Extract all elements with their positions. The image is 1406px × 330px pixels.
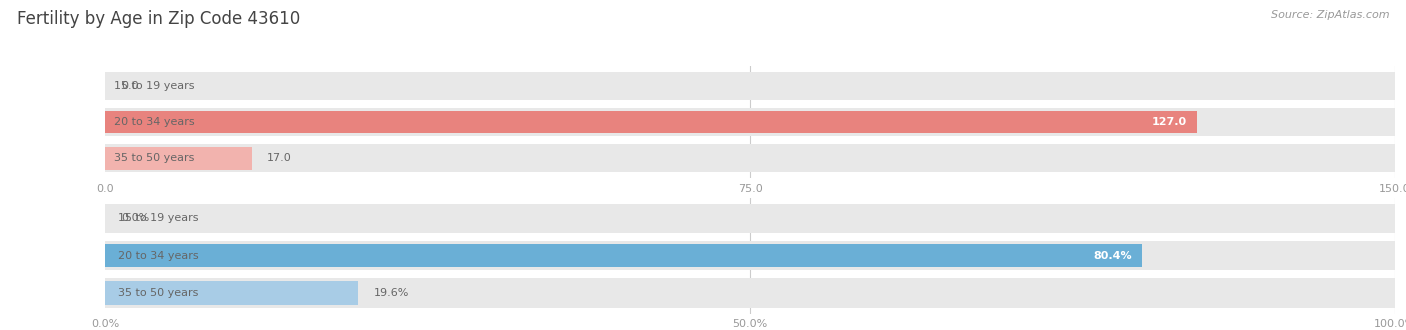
Bar [105, 144, 1395, 172]
Text: 127.0: 127.0 [1152, 117, 1187, 127]
Bar [105, 147, 252, 170]
Text: 20 to 34 years: 20 to 34 years [114, 117, 194, 127]
Text: 17.0: 17.0 [267, 153, 292, 163]
Text: 35 to 50 years: 35 to 50 years [118, 288, 198, 298]
Bar [105, 279, 1395, 308]
Text: 0.0%: 0.0% [121, 214, 149, 223]
Bar [105, 108, 1395, 136]
Text: 35 to 50 years: 35 to 50 years [114, 153, 194, 163]
Text: 20 to 34 years: 20 to 34 years [118, 251, 200, 261]
Text: 0.0: 0.0 [121, 81, 139, 91]
Bar [105, 244, 1142, 267]
Bar [105, 204, 1395, 233]
Text: 19.6%: 19.6% [374, 288, 409, 298]
Text: 15 to 19 years: 15 to 19 years [118, 214, 198, 223]
Text: 80.4%: 80.4% [1092, 251, 1132, 261]
Bar [105, 72, 1395, 100]
Bar [105, 111, 1197, 133]
Text: Fertility by Age in Zip Code 43610: Fertility by Age in Zip Code 43610 [17, 10, 299, 28]
Bar [105, 281, 359, 305]
Bar [105, 241, 1395, 270]
Text: 15 to 19 years: 15 to 19 years [114, 81, 194, 91]
Text: Source: ZipAtlas.com: Source: ZipAtlas.com [1271, 10, 1389, 20]
